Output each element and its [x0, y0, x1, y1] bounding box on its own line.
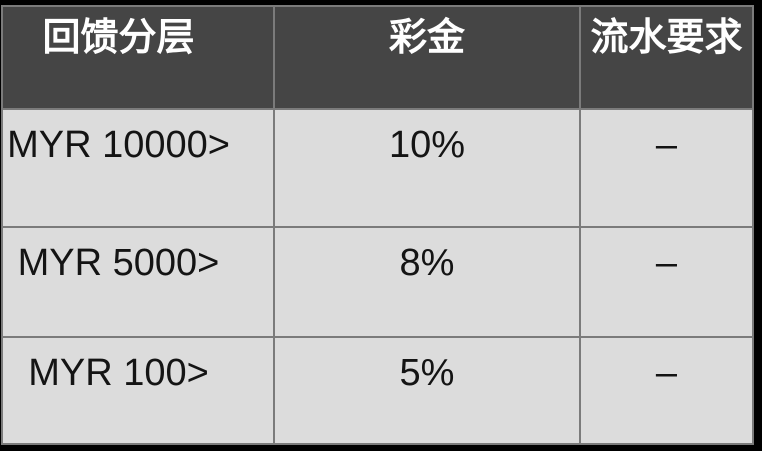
- column-header-bonus: 彩金: [273, 5, 581, 110]
- bonus-cell: 8%: [273, 225, 581, 339]
- bonus-cell: 5%: [273, 336, 581, 445]
- bonus-cell: 10%: [273, 108, 581, 228]
- tier-cell: MYR 10000>: [1, 108, 275, 228]
- tier-cell: MYR 100>: [1, 336, 275, 445]
- turnover-cell: –: [579, 108, 754, 228]
- table-row: MYR 10000> 10% –: [1, 108, 754, 228]
- turnover-cell: –: [579, 225, 754, 339]
- rebate-tiers-table: 回馈分层 彩金 流水要求 MYR 10000> 10% – MYR 5000> …: [1, 5, 754, 445]
- tier-cell: MYR 5000>: [1, 225, 275, 339]
- column-header-turnover-requirement: 流水要求: [579, 5, 754, 110]
- table-row: MYR 100> 5% –: [1, 336, 754, 445]
- table-header-row: 回馈分层 彩金 流水要求: [1, 5, 754, 110]
- turnover-cell: –: [579, 336, 754, 445]
- column-header-rebate-tier: 回馈分层: [1, 5, 275, 110]
- table-row: MYR 5000> 8% –: [1, 225, 754, 339]
